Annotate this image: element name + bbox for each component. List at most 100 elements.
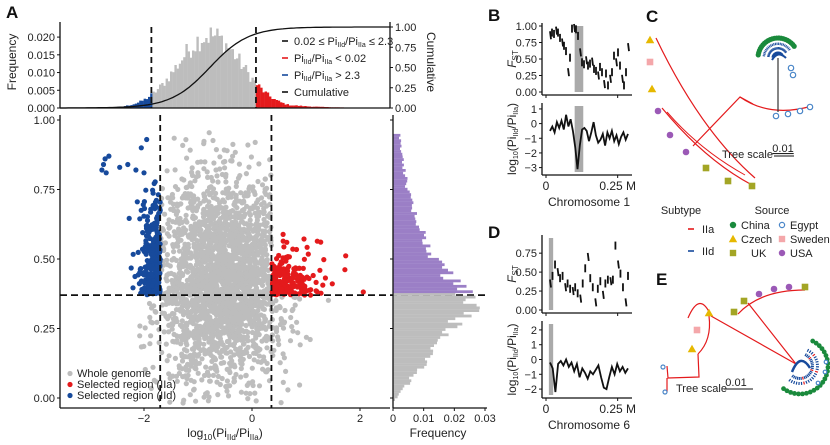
y2-tick-label: 0.25 — [395, 83, 416, 95]
scatter-point-whole-genome — [255, 197, 261, 203]
scatter-point-whole-genome — [295, 330, 301, 336]
scatter-point-whole-genome — [187, 287, 193, 293]
scatter-point-selected-iid — [143, 187, 149, 193]
histogram-bar — [269, 96, 272, 108]
scatter-point-selected-iia — [293, 246, 300, 253]
panel-label-c: C — [646, 7, 658, 26]
histogram-bar — [286, 104, 289, 108]
tree-branch-iid — [795, 381, 798, 385]
scatter-point-selected-iid — [149, 283, 155, 289]
scatter-point-selected-iid — [155, 217, 161, 223]
scatter-point-whole-genome — [241, 285, 247, 291]
scatter-point-selected-iid — [146, 288, 152, 294]
histogram-legend: 0.02 ≤ PiIId/PiIIa ≤ 2.3 PiIId/PiIIa < 0.… — [282, 36, 393, 99]
scatter-point-selected-iia — [310, 272, 316, 279]
tree-branch-iid — [788, 48, 791, 51]
horizontal-histogram-bar — [393, 233, 424, 237]
scatter-point-whole-genome — [209, 358, 215, 364]
tree-branch-iid — [782, 43, 785, 47]
scatter-point-whole-genome — [256, 161, 262, 167]
scatter-point-whole-genome — [238, 389, 244, 395]
scatter-point-whole-genome — [247, 205, 253, 211]
scatter-point-selected-iid — [135, 272, 141, 278]
histogram-bar — [172, 72, 175, 108]
horizontal-histogram-bar — [393, 247, 426, 250]
scatter-point-whole-genome — [168, 270, 174, 276]
scatter-point-whole-genome — [280, 325, 287, 331]
horizontal-histogram-bar — [393, 398, 395, 401]
tree-branch-iid — [804, 353, 807, 357]
horizontal-histogram-bar — [393, 195, 411, 199]
histogram-bar — [236, 58, 239, 108]
scatter-point-selected-iia — [300, 265, 306, 271]
scatter-point-whole-genome — [224, 285, 230, 291]
scatter-point-whole-genome — [209, 254, 216, 261]
scatter-point-whole-genome — [193, 251, 199, 257]
y-tick-label: 0.00 — [34, 393, 55, 405]
scatter-point-whole-genome — [185, 372, 191, 378]
scatter-point-whole-genome — [183, 354, 189, 360]
scatter-point-whole-genome — [190, 215, 196, 221]
tree-tip-usa — [666, 131, 674, 139]
histogram-bar — [159, 84, 162, 108]
horizontal-histogram-bar — [393, 303, 477, 307]
scatter-point-whole-genome — [201, 194, 207, 200]
scatter-point-whole-genome — [218, 322, 224, 329]
scatter-point-selected-iia — [320, 282, 326, 288]
fst-segment — [549, 279, 552, 288]
scatter-point-whole-genome — [219, 311, 225, 317]
tree-branch-iid — [771, 53, 787, 61]
histogram-bar — [315, 106, 318, 108]
scatter-point-selected-iid — [102, 156, 108, 162]
horizontal-histogram-bar — [393, 209, 412, 213]
horizontal-histogram-bar — [393, 322, 463, 326]
fst-segment — [617, 260, 620, 269]
scatter-point-whole-genome — [247, 259, 253, 265]
horizontal-histogram-bar — [393, 382, 411, 385]
tree-branch-iid — [772, 48, 775, 51]
tree-branch-iid — [783, 50, 787, 53]
tree-branch — [737, 289, 806, 315]
legend-label: Selected region (IIa) — [77, 379, 176, 391]
tree-branch-iid — [792, 375, 796, 379]
scatter-point-whole-genome — [263, 369, 269, 375]
scatter-point-whole-genome — [182, 262, 188, 268]
scatter-point-whole-genome — [210, 328, 216, 334]
scatter-point-selected-iid — [154, 271, 160, 277]
tree-branch-iid — [765, 47, 769, 50]
scatter-point-whole-genome — [281, 320, 287, 326]
y-tick-label: 0.005 — [27, 85, 55, 97]
tree-tip-czech — [645, 35, 655, 44]
horizontal-histogram-bar — [393, 390, 401, 393]
horizontal-histogram-bar — [393, 263, 445, 267]
histogram-bar — [196, 36, 199, 109]
tree-tip-egypt — [796, 107, 804, 115]
horizontal-histogram-bar — [393, 136, 399, 140]
legend-label: 0.02 ≤ PiIId/PiIIa ≤ 2.3 — [294, 36, 393, 49]
scatter-point-whole-genome — [183, 320, 189, 326]
scatter-point-selected-iid — [138, 278, 145, 284]
scatter-point-whole-genome — [169, 326, 175, 332]
scatter-point-whole-genome — [260, 221, 267, 227]
scatter-point-selected-iid — [144, 214, 150, 220]
legend-label-iia: IIa — [702, 224, 715, 236]
horizontal-histogram-bar — [393, 214, 415, 218]
x-tick-label: 0 — [543, 179, 550, 193]
scatter-point-selected-iid — [138, 145, 144, 151]
scatter-point-whole-genome — [245, 227, 251, 233]
scatter-point-whole-genome — [275, 334, 281, 340]
scatter-point-whole-genome — [256, 226, 262, 232]
horizontal-histogram-bar — [393, 301, 464, 304]
scatter-point-selected-iia — [299, 275, 305, 281]
scatter-point-whole-genome — [149, 320, 155, 326]
scatter-point-whole-genome — [180, 142, 186, 148]
scatter-point-whole-genome — [165, 195, 171, 201]
scatter-point-whole-genome — [195, 334, 201, 340]
scatter-point-selected-iid — [141, 170, 147, 176]
scatter-point-whole-genome — [253, 287, 259, 293]
y-tick-label: 0.000 — [27, 103, 55, 115]
scatter-point-whole-genome — [206, 184, 213, 191]
tree-branch-iid — [788, 378, 792, 382]
tree-branch-iid — [810, 367, 814, 370]
scatter-point-whole-genome — [223, 214, 229, 220]
